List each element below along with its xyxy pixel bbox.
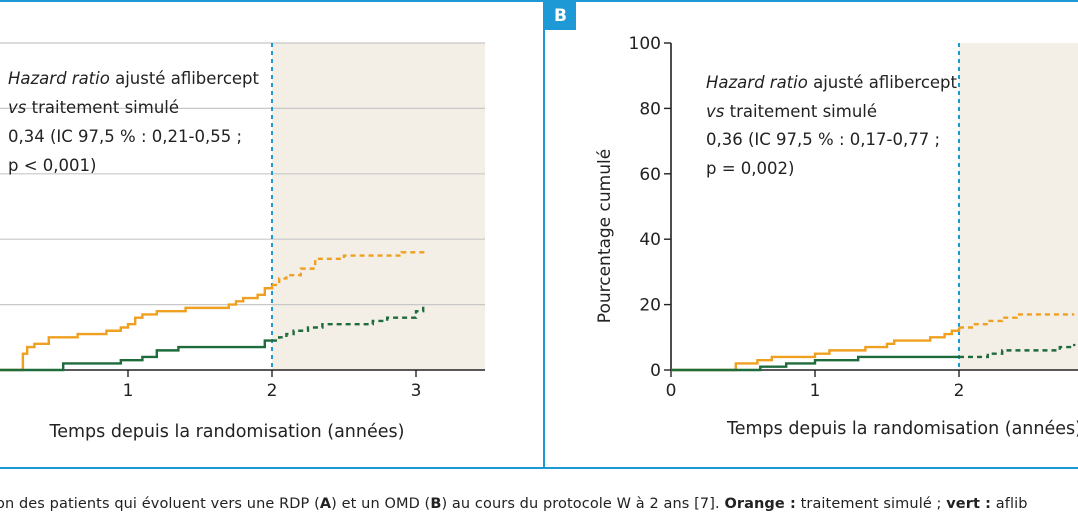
panel-b-annotation-rest2: traitement simulé [724, 102, 877, 121]
panel-a-x-tick-label: 2 [267, 381, 278, 401]
panel-a-annotation-line: 0,34 (IC 97,5 % : 0,21-0,55 ; [8, 127, 242, 146]
panel-a-annotation-line: p < 0,001) [8, 156, 96, 175]
caption-part: aflib [991, 496, 1028, 512]
panel-b-x-tick-label: 2 [954, 381, 965, 401]
caption-part: on des patients qui évoluent vers une RD… [0, 496, 320, 512]
panel-divider [543, 0, 545, 469]
panel-a-annotation-rest: ajusté aflibercept [110, 69, 260, 88]
panel-b-annotation-line: vs traitement simulé [706, 102, 877, 121]
charts-svg: 1 2 3 Hazard ratio ajusté aflibercept vs t… [0, 34, 1078, 442]
top-frame-line [0, 0, 1078, 2]
panel-a-annotation-vs: vs [8, 98, 27, 117]
panel-a-orange-series-dashed-line [272, 249, 425, 287]
panel-a-annotation-line: vs traitement simulé [8, 98, 179, 117]
panel-b-annotation-line: p = 0,002) [706, 159, 794, 178]
panel-a-series [0, 249, 425, 372]
caption-green-label: vert : [946, 496, 992, 512]
panel-b-chart: 0 20 40 60 80 100 0 1 2 Pourcentage cumulé Haza… [595, 34, 1078, 439]
panel-b-y-tick-label: 40 [639, 230, 661, 250]
panel-a-chart: 1 2 3 Hazard ratio ajusté aflibercept vs t… [0, 42, 485, 442]
panel-b-annotation-line: 0,36 (IC 97,5 % : 0,17-0,77 ; [706, 130, 940, 149]
panel-b-y-ticks: 0 20 40 60 80 100 [629, 34, 671, 381]
panel-a-gridlines [0, 42, 485, 306]
panel-a-shaded-region [272, 43, 485, 370]
panel-a-x-tick-label: 1 [123, 381, 134, 401]
panel-b-y-tick-label: 0 [650, 361, 661, 381]
panel-b-y-axis-label: Pourcentage cumulé [595, 149, 615, 323]
panel-b-x-axis-label: Temps depuis la randomisation (années) [726, 419, 1078, 439]
panel-a-orange-series-line [0, 284, 274, 372]
bottom-frame-line [0, 467, 1078, 469]
panel-b-series [671, 313, 1076, 372]
panel-a-green-series-line [0, 339, 272, 372]
panel-b-green-series-line [671, 355, 959, 372]
panel-b-y-tick-label: 80 [639, 99, 661, 119]
panel-b-shaded-region [959, 43, 1078, 370]
panel-a-annotation-hr: Hazard ratio [8, 69, 110, 88]
panel-b-y-tick-label: 20 [639, 296, 661, 316]
panel-a-x-tick-label: 3 [411, 381, 422, 401]
caption-part: ) au cours du protocole W à 2 ans [7]. [441, 496, 725, 512]
panel-b-annotation-vs: vs [706, 102, 725, 121]
panel-a-x-ticks: 1 2 3 [123, 370, 422, 401]
caption-panel-a-ref: A [319, 496, 332, 512]
panel-b-green-series-dashed-line [959, 343, 1076, 359]
panel-b-y-tick-label: 100 [629, 34, 661, 54]
panel-a-green-series-dashed-line [272, 304, 425, 342]
panel-b-orange-series-line [671, 327, 961, 372]
caption-part: traitement simulé ; [795, 496, 947, 512]
caption-panel-b-ref: B [430, 496, 442, 512]
panel-b-annotation-rest: ajusté aflibercept [808, 73, 958, 92]
caption-orange-label: Orange : [724, 496, 796, 512]
caption-part: ) et un OMD ( [331, 496, 431, 512]
panel-b-y-tick-label: 60 [639, 165, 661, 185]
panel-b-x-tick-label: 1 [810, 381, 821, 401]
panel-a-x-axis-label: Temps depuis la randomisation (années) [49, 422, 405, 442]
panel-a-annotation-line: Hazard ratio ajusté aflibercept [8, 69, 260, 88]
panel-b-annotation-hr: Hazard ratio [706, 73, 808, 92]
panel-b-annotation-line: Hazard ratio ajusté aflibercept [706, 73, 958, 92]
panel-b-badge: B [545, 2, 576, 30]
panel-b-x-ticks: 0 1 2 [666, 370, 965, 401]
panel-a-annotation-rest2: traitement simulé [26, 98, 179, 117]
figure-caption: on des patients qui évoluent vers une RD… [0, 496, 1028, 512]
panel-b-x-tick-label: 0 [666, 381, 677, 401]
